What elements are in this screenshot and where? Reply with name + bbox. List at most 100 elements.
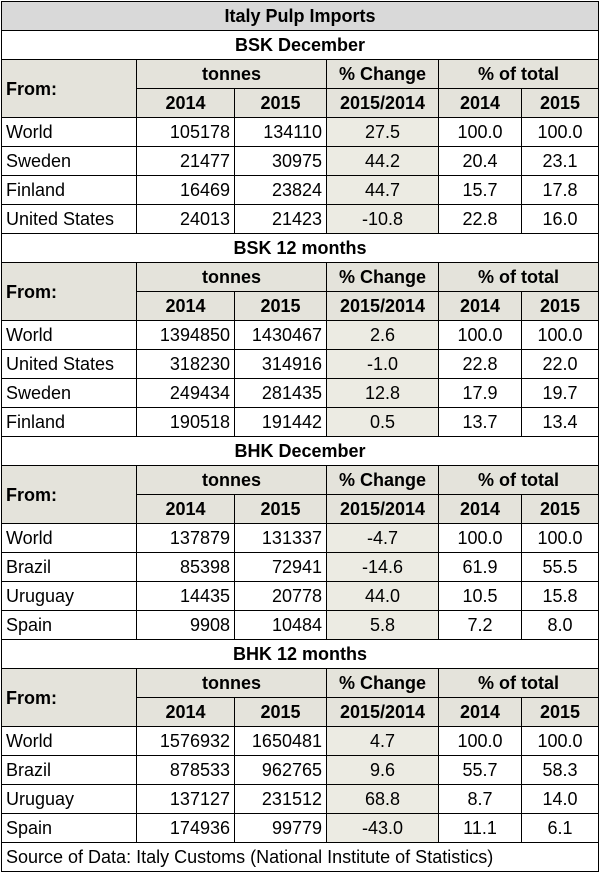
header-row-years: 2014 2015 2015/2014 2014 2015 xyxy=(2,697,599,727)
pct-total-2014-cell: 100.0 xyxy=(438,726,522,756)
header-year-2015: 2015 xyxy=(234,697,327,727)
table-row: World 1576932 1650481 4.7 100.0 100.0 xyxy=(1,726,599,756)
header-tonnes: tonnes xyxy=(136,668,327,698)
pct-change-cell: -43.0 xyxy=(326,813,439,843)
source-row: Source of Data: Italy Customs (National … xyxy=(1,842,599,872)
header-pct-total: % of total xyxy=(438,668,599,698)
header-pct-change: % Change xyxy=(326,262,439,292)
pct-total-2015-cell: 14.0 xyxy=(521,784,599,814)
tonnes-2015-cell: 23824 xyxy=(234,175,327,205)
country-cell: Finland xyxy=(1,407,137,437)
tonnes-2015-cell: 314916 xyxy=(234,349,327,379)
header-pct-total: % of total xyxy=(438,465,599,495)
header-row-top: From: tonnes% Change% of total xyxy=(1,59,599,118)
tonnes-2014-cell: 190518 xyxy=(136,407,235,437)
header-pct-total: % of total xyxy=(438,262,599,292)
tonnes-2014-cell: 318230 xyxy=(136,349,235,379)
pct-total-2014-cell: 61.9 xyxy=(438,552,522,582)
table-row: World 1394850 1430467 2.6 100.0 100.0 xyxy=(1,320,599,350)
pct-total-2015-cell: 6.1 xyxy=(521,813,599,843)
pct-change-cell: 9.6 xyxy=(326,755,439,785)
country-cell: World xyxy=(1,726,137,756)
tonnes-2014-cell: 16469 xyxy=(136,175,235,205)
header-tonnes: tonnes xyxy=(136,59,327,89)
pct-change-cell: 5.8 xyxy=(326,610,439,640)
pct-change-cell: 0.5 xyxy=(326,407,439,437)
title-row: Italy Pulp Imports xyxy=(1,1,599,31)
pct-total-2014-cell: 100.0 xyxy=(438,117,522,147)
tonnes-2014-cell: 1394850 xyxy=(136,320,235,350)
pct-total-2014-cell: 22.8 xyxy=(438,204,522,234)
pct-total-2015-cell: 22.0 xyxy=(521,349,599,379)
pct-change-cell: 44.7 xyxy=(326,175,439,205)
country-cell: Spain xyxy=(1,813,137,843)
pct-change-cell: 2.6 xyxy=(326,320,439,350)
table-row: World 105178 134110 27.5 100.0 100.0 xyxy=(1,117,599,147)
tonnes-2015-cell: 21423 xyxy=(234,204,327,234)
header-year-2014: 2014 xyxy=(136,291,235,321)
header-tonnes: tonnes xyxy=(136,465,327,495)
header-pct-change: % Change xyxy=(326,465,439,495)
pct-change-cell: -14.6 xyxy=(326,552,439,582)
section-title-row: BSK December xyxy=(1,30,599,60)
table-row: Brazil 85398 72941 -14.6 61.9 55.5 xyxy=(1,552,599,582)
pct-change-cell: -4.7 xyxy=(326,523,439,553)
tonnes-2014-cell: 137127 xyxy=(136,784,235,814)
country-cell: World xyxy=(1,523,137,553)
pct-total-2014-cell: 22.8 xyxy=(438,349,522,379)
section-title-row: BHK 12 months xyxy=(1,639,599,669)
section-title-row: BSK 12 months xyxy=(1,233,599,263)
tonnes-2014-cell: 9908 xyxy=(136,610,235,640)
header-period: 2015/2014 xyxy=(326,697,439,727)
header-pct-total: % of total xyxy=(438,59,599,89)
table-row: United States 318230 314916 -1.0 22.8 22.0 xyxy=(1,349,599,379)
section-title-row: BHK December xyxy=(1,436,599,466)
pct-total-2014-cell: 11.1 xyxy=(438,813,522,843)
section-title: BHK December xyxy=(1,436,599,466)
tonnes-2015-cell: 72941 xyxy=(234,552,327,582)
header-year-2015: 2015 xyxy=(521,291,599,321)
header-from: From: xyxy=(1,262,137,321)
pct-total-2015-cell: 8.0 xyxy=(521,610,599,640)
pct-total-2015-cell: 17.8 xyxy=(521,175,599,205)
table-row: Uruguay 14435 20778 44.0 10.5 15.8 xyxy=(1,581,599,611)
tonnes-2014-cell: 137879 xyxy=(136,523,235,553)
tonnes-2015-cell: 99779 xyxy=(234,813,327,843)
header-row-years: 2014 2015 2015/2014 2014 2015 xyxy=(2,88,599,118)
pct-change-cell: -1.0 xyxy=(326,349,439,379)
table-row: Sweden 249434 281435 12.8 17.9 19.7 xyxy=(1,378,599,408)
header-year-2014: 2014 xyxy=(136,88,235,118)
pct-total-2014-cell: 17.9 xyxy=(438,378,522,408)
section-title: BSK 12 months xyxy=(1,233,599,263)
pct-total-2015-cell: 55.5 xyxy=(521,552,599,582)
pct-total-2015-cell: 100.0 xyxy=(521,523,599,553)
tonnes-2015-cell: 10484 xyxy=(234,610,327,640)
header-year-2015: 2015 xyxy=(234,88,327,118)
tonnes-2015-cell: 1650481 xyxy=(234,726,327,756)
tonnes-2015-cell: 962765 xyxy=(234,755,327,785)
country-cell: Uruguay xyxy=(1,784,137,814)
pct-total-2014-cell: 10.5 xyxy=(438,581,522,611)
header-from: From: xyxy=(1,59,137,118)
tonnes-2014-cell: 24013 xyxy=(136,204,235,234)
tonnes-2015-cell: 281435 xyxy=(234,378,327,408)
section-title: BSK December xyxy=(1,30,599,60)
pct-total-2015-cell: 58.3 xyxy=(521,755,599,785)
header-year-2014: 2014 xyxy=(438,88,522,118)
table-row: Finland 190518 191442 0.5 13.7 13.4 xyxy=(1,407,599,437)
pct-total-2014-cell: 13.7 xyxy=(438,407,522,437)
pct-total-2015-cell: 100.0 xyxy=(521,726,599,756)
pct-change-cell: 44.0 xyxy=(326,581,439,611)
header-period: 2015/2014 xyxy=(326,291,439,321)
tonnes-2015-cell: 231512 xyxy=(234,784,327,814)
table-row: Spain 174936 99779 -43.0 11.1 6.1 xyxy=(1,813,599,843)
header-pct-change: % Change xyxy=(326,59,439,89)
header-row-top: From: tonnes% Change% of total xyxy=(1,668,599,727)
tonnes-2015-cell: 30975 xyxy=(234,146,327,176)
pct-total-2014-cell: 55.7 xyxy=(438,755,522,785)
header-row-top: From: tonnes% Change% of total xyxy=(1,465,599,524)
country-cell: Brazil xyxy=(1,755,137,785)
pct-total-2015-cell: 100.0 xyxy=(521,320,599,350)
table-row: World 137879 131337 -4.7 100.0 100.0 xyxy=(1,523,599,553)
